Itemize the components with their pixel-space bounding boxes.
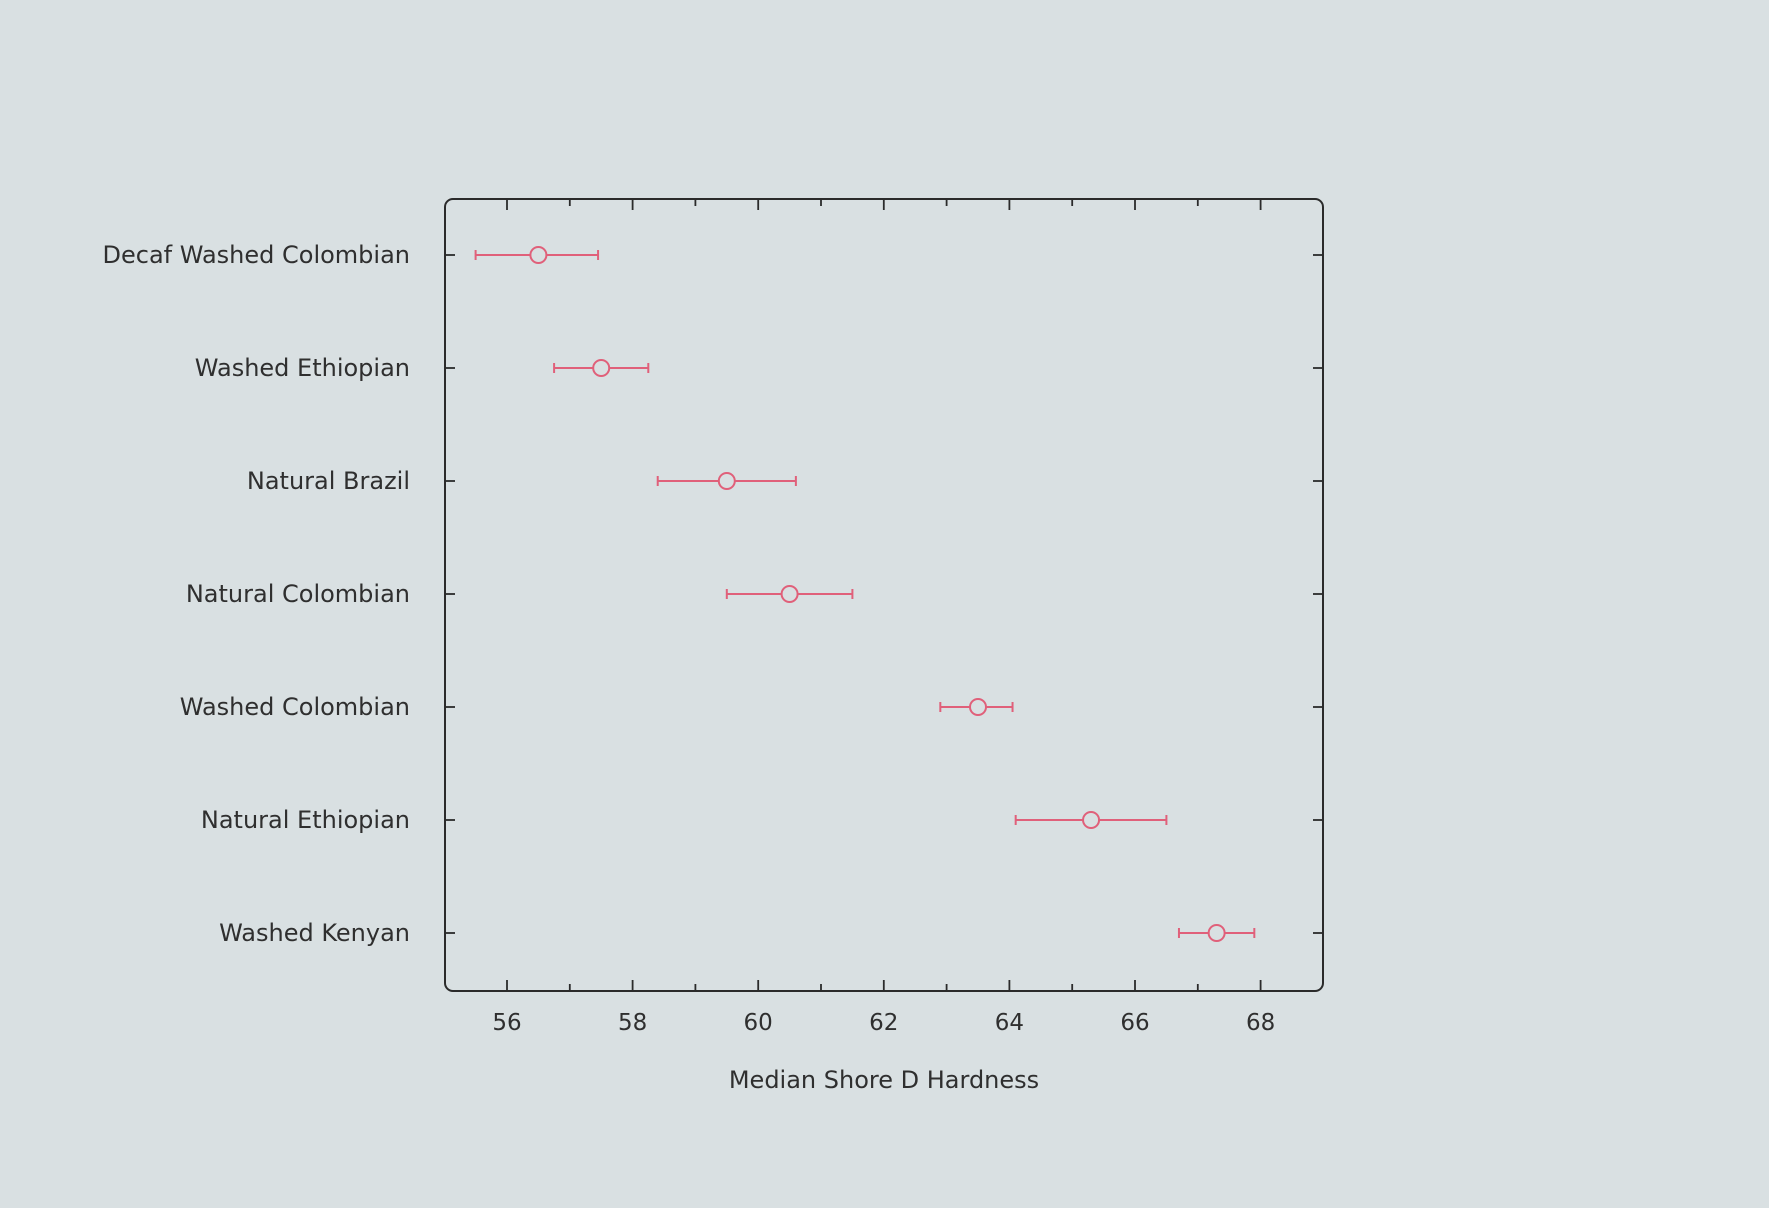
x-tick-label: 60 [744, 1010, 773, 1036]
x-axis: 56 58 60 62 64 66 68 [492, 199, 1275, 1036]
category-label: Washed Ethiopian [195, 354, 410, 382]
data-point [969, 698, 987, 716]
y-axis [445, 254, 1323, 934]
data-point [717, 472, 736, 490]
x-tick-label: 68 [1246, 1010, 1275, 1036]
category-label: Natural Ethiopian [201, 806, 410, 834]
category-label: Washed Kenyan [219, 919, 410, 947]
plot-frame [444, 198, 1324, 992]
data-point [1082, 811, 1101, 829]
x-tick-label: 62 [869, 1010, 898, 1036]
x-tick-label: 58 [618, 1010, 647, 1036]
category-label: Washed Colombian [180, 693, 410, 721]
category-label: Decaf Washed Colombian [103, 241, 410, 269]
data-point [529, 246, 548, 264]
x-tick-label: 66 [1120, 1010, 1149, 1036]
category-label: Natural Brazil [247, 467, 410, 495]
data-point [1207, 924, 1226, 942]
data-point [592, 359, 611, 377]
x-axis-title: Median Shore D Hardness [729, 1066, 1039, 1094]
data-point [780, 585, 799, 603]
x-tick-label: 64 [995, 1010, 1024, 1036]
x-tick-label: 56 [492, 1010, 521, 1036]
category-label: Natural Colombian [186, 580, 410, 608]
category-labels: Decaf Washed Colombian Washed Ethiopian Na… [103, 241, 410, 947]
data-markers [474, 246, 1256, 942]
